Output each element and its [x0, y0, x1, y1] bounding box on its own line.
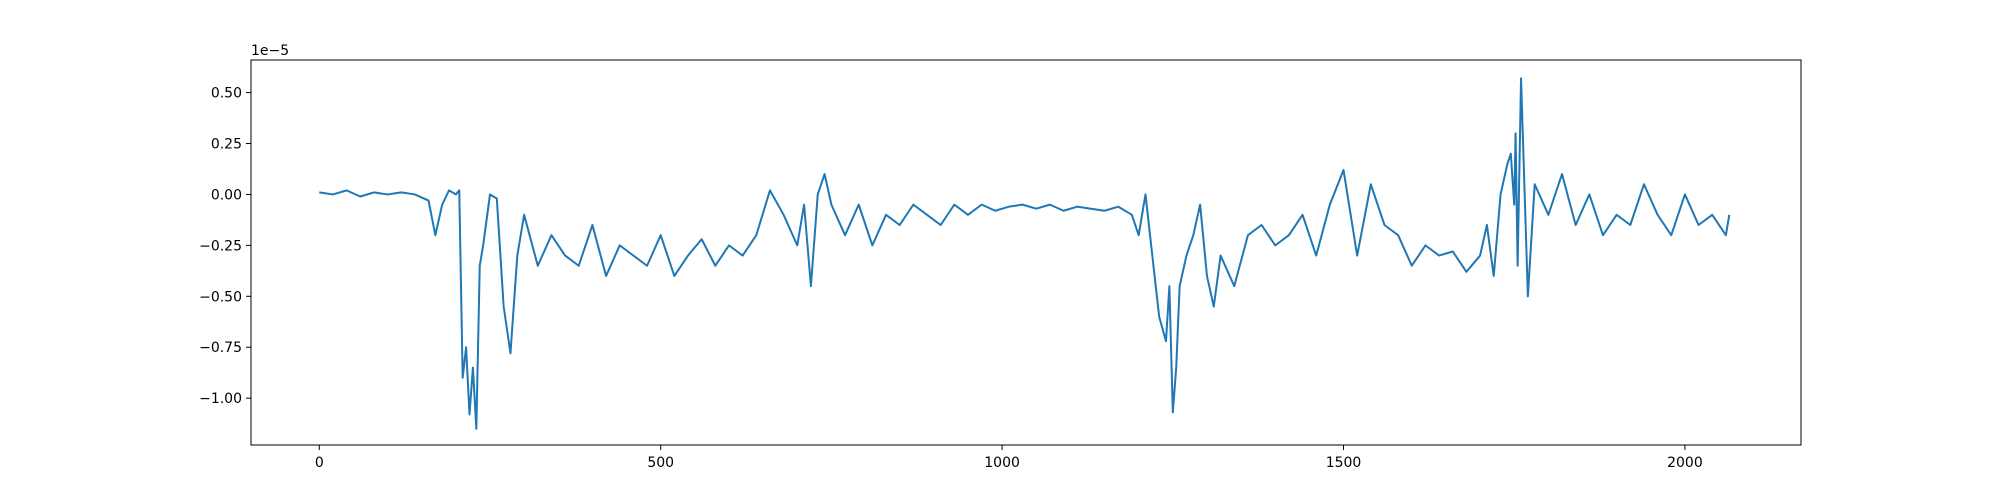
- y-tick-label: 0.50: [211, 86, 242, 102]
- x-tick-label: 1500: [1326, 455, 1362, 471]
- y-tick-label: −0.50: [199, 289, 242, 305]
- y-tick-label: −0.75: [199, 340, 242, 356]
- y-tick-label: 0.25: [211, 137, 242, 153]
- series-line-signal: [319, 77, 1731, 430]
- y-tick-label: −1.00: [199, 391, 242, 407]
- x-tick-label: 500: [647, 455, 674, 471]
- y-tick-label: 0.00: [211, 187, 242, 203]
- x-tick-label: 0: [315, 455, 324, 471]
- plot-frame: [250, 59, 1802, 446]
- y-offset-label: 1e−5: [251, 43, 289, 59]
- x-tick-label: 1000: [984, 455, 1020, 471]
- x-axis: 0 500 1000 1500 2000: [315, 445, 1703, 471]
- y-axis: 0.50 0.25 0.00 −0.25 −0.50 −0.75 −1.00: [199, 86, 251, 407]
- y-tick-label: −0.25: [199, 238, 242, 254]
- x-tick-label: 2000: [1667, 455, 1703, 471]
